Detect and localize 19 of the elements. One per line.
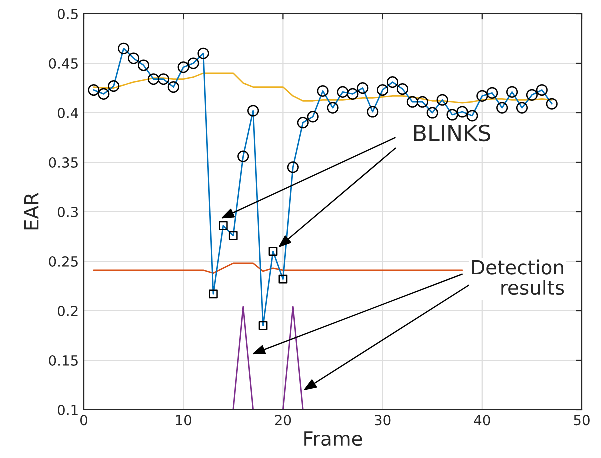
annotation: BLINKS (414, 124, 491, 142)
y-tick-label: 0.3 (58, 206, 78, 218)
x-tick-label: 10 (176, 415, 192, 426)
y-tick-label: 0.5 (58, 8, 78, 20)
x-axis-title: Frame (304, 432, 362, 446)
x-tick-label: 30 (375, 415, 391, 426)
y-tick-label: 0.2 (58, 306, 78, 316)
y-tick-label: 0.25 (49, 256, 78, 267)
y-tick-label: 0.4 (58, 108, 78, 118)
x-tick-label: 50 (574, 415, 590, 426)
x-tick-label: 40 (474, 415, 490, 426)
annotation: Detection results (472, 260, 564, 296)
y-tick-label: 0.15 (49, 355, 78, 366)
x-tick-label: 20 (275, 415, 292, 426)
y-tick-label: 0.1 (58, 404, 78, 416)
y-axis-title: EAR (24, 193, 39, 230)
x-tick-label: 0 (80, 415, 88, 426)
y-tick-label: 0.35 (49, 157, 78, 168)
y-tick-label: 0.45 (49, 58, 78, 69)
